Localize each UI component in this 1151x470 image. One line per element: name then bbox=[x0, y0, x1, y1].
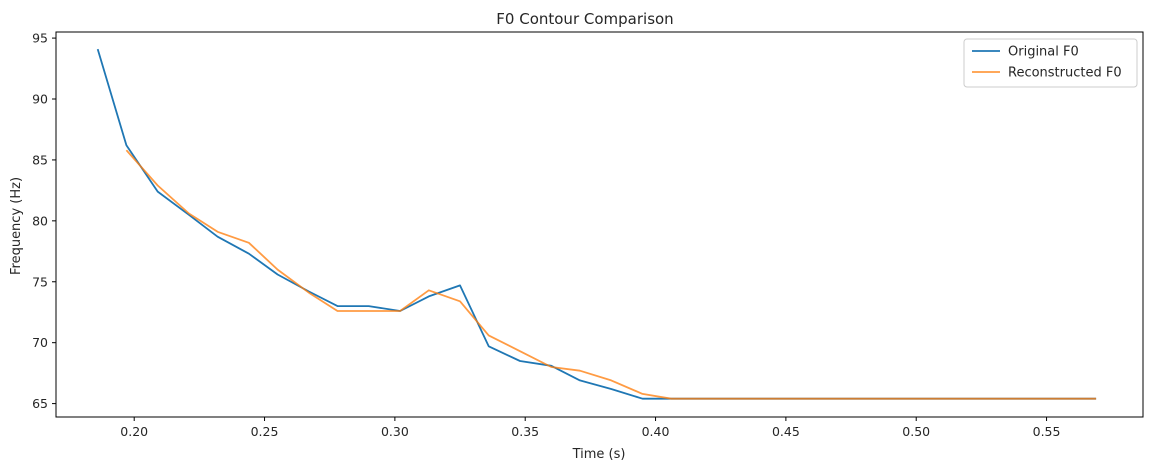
plot-area bbox=[55, 31, 1144, 418]
x-tick-label: 0.20 bbox=[120, 424, 148, 439]
x-tick-label: 0.50 bbox=[902, 424, 930, 439]
x-tick-label: 0.55 bbox=[1033, 424, 1061, 439]
y-tick-label: 90 bbox=[32, 92, 48, 107]
plot-frame bbox=[55, 31, 1144, 418]
series-layer bbox=[96, 48, 1097, 400]
y-axis-ticks: 65 70 75 80 85 90 95 bbox=[32, 31, 56, 411]
legend-label: Original F0 bbox=[1008, 45, 1079, 60]
x-axis-label: Time (s) bbox=[572, 447, 626, 462]
y-tick-label: 75 bbox=[32, 274, 48, 289]
y-tick-label: 85 bbox=[32, 152, 48, 167]
legend-label: Reconstructed F0 bbox=[1008, 66, 1122, 81]
series-line-reconstructed-f0 bbox=[125, 149, 1097, 400]
y-tick-label: 65 bbox=[32, 396, 48, 411]
chart-title: F0 Contour Comparison bbox=[496, 10, 673, 28]
legend-box bbox=[963, 38, 1138, 88]
series-line-original-f0 bbox=[96, 48, 1097, 400]
x-tick-label: 0.25 bbox=[251, 424, 279, 439]
x-tick-label: 0.30 bbox=[381, 424, 409, 439]
y-tick-label: 80 bbox=[32, 213, 48, 228]
y-axis-label: Frequency (Hz) bbox=[9, 177, 24, 275]
legend: Original F0 Reconstructed F0 bbox=[963, 38, 1138, 88]
x-tick-label: 0.35 bbox=[511, 424, 539, 439]
x-tick-label: 0.45 bbox=[772, 424, 800, 439]
y-tick-label: 70 bbox=[32, 335, 48, 350]
x-tick-label: 0.40 bbox=[642, 424, 670, 439]
x-axis-ticks: 0.20 0.25 0.30 0.35 0.40 0.45 0.50 0.55 bbox=[120, 417, 1060, 439]
y-tick-label: 95 bbox=[32, 31, 48, 46]
